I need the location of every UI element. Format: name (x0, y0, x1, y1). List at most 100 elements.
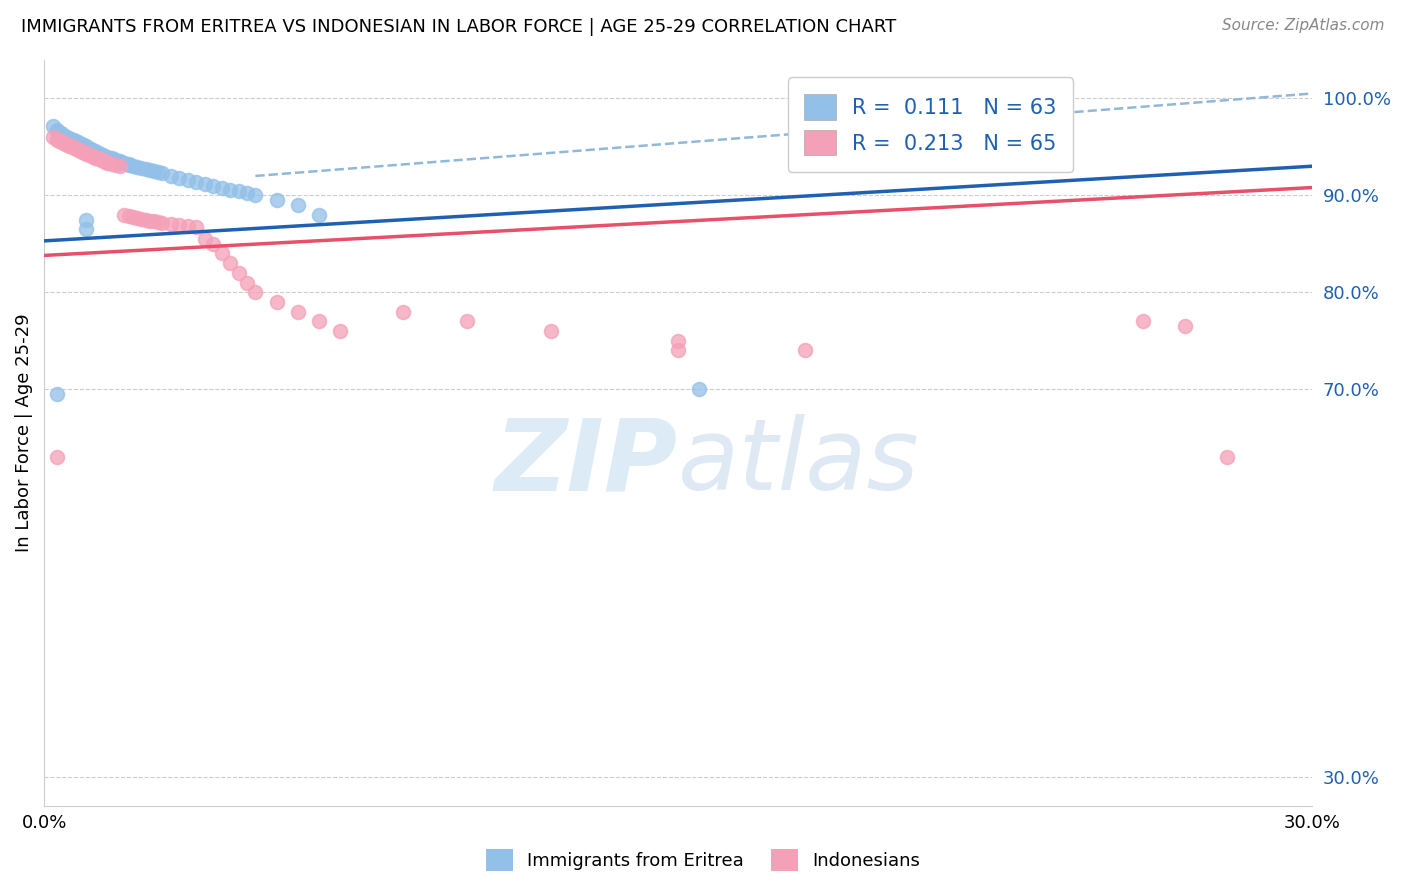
Point (62, 141, 84, 155)
Point (53, 136, 76, 150)
Point (108, 155, 131, 169)
Point (70, 144, 93, 158)
Point (125, 160, 148, 174)
Point (211, 180, 233, 194)
Legend: Immigrants from Eritrea, Indonesians: Immigrants from Eritrea, Indonesians (478, 842, 928, 879)
Point (70, 137, 93, 152)
Point (79, 142, 101, 156)
Point (194, 177, 217, 191)
Point (83, 145, 105, 159)
Point (148, 165, 170, 179)
Point (266, 295, 288, 310)
Point (688, 382, 710, 396)
Point (456, 314, 478, 328)
Point (287, 304, 309, 318)
Point (219, 182, 242, 196)
Point (96, 151, 118, 165)
Point (91, 148, 114, 162)
Point (75, 141, 97, 155)
Point (79, 148, 101, 162)
Y-axis label: In Labor Force | Age 25-29: In Labor Force | Age 25-29 (15, 313, 32, 552)
Point (236, 276, 259, 290)
Legend: R =  0.111   N = 63, R =  0.213   N = 65: R = 0.111 N = 63, R = 0.213 N = 65 (787, 78, 1073, 172)
Text: atlas: atlas (678, 414, 920, 511)
Point (66, 136, 89, 150)
Point (66, 143, 89, 157)
Point (49, 128, 72, 142)
Point (62, 133, 84, 147)
Point (186, 220, 208, 235)
Point (1132, 314, 1154, 328)
Point (45, 123, 67, 137)
Point (45, 132, 67, 146)
Point (53, 129, 76, 144)
Point (79, 147, 101, 161)
Point (53, 130, 76, 145)
Point (108, 154, 131, 169)
Point (117, 209, 139, 223)
Point (219, 256, 242, 270)
Point (87, 152, 110, 166)
Text: Source: ZipAtlas.com: Source: ZipAtlas.com (1222, 18, 1385, 33)
Point (49, 134, 72, 148)
Point (58, 131, 80, 145)
Point (53, 130, 76, 145)
Point (45, 133, 67, 147)
Point (112, 208, 135, 222)
Point (245, 285, 267, 300)
Point (211, 246, 233, 260)
Point (66, 142, 89, 156)
Point (96, 155, 118, 169)
Point (1174, 319, 1197, 334)
Point (58, 137, 80, 152)
Point (245, 188, 267, 202)
Point (131, 211, 153, 226)
Point (202, 178, 225, 193)
Point (62, 140, 84, 154)
Point (96, 149, 118, 163)
Point (169, 219, 191, 233)
Point (117, 157, 139, 171)
Point (666, 334, 689, 348)
Point (160, 218, 183, 232)
Point (131, 161, 153, 176)
Point (87, 146, 110, 161)
Point (75, 222, 97, 236)
Point (117, 158, 139, 172)
Point (45, 124, 67, 138)
Point (75, 145, 97, 160)
Point (49, 135, 72, 149)
Point (112, 156, 135, 170)
Point (70, 145, 93, 159)
Point (100, 152, 122, 166)
Point (75, 139, 97, 153)
Point (91, 154, 114, 169)
Point (66, 135, 89, 149)
Point (152, 166, 174, 180)
Point (41, 120, 63, 134)
Point (45, 387, 67, 401)
Point (143, 164, 166, 178)
Point (266, 193, 288, 207)
Point (177, 173, 200, 187)
Point (1216, 450, 1239, 464)
Point (160, 169, 183, 183)
Point (41, 130, 63, 145)
Point (62, 134, 84, 148)
Point (83, 149, 105, 163)
Point (49, 126, 72, 140)
Point (392, 304, 415, 318)
Point (143, 214, 166, 228)
Point (666, 343, 689, 358)
Point (135, 162, 157, 177)
Point (58, 132, 80, 146)
Point (308, 208, 330, 222)
Point (202, 236, 225, 251)
Point (121, 210, 143, 224)
Point (104, 153, 127, 168)
Point (135, 212, 157, 227)
Point (91, 147, 114, 161)
Point (87, 145, 110, 160)
Point (125, 211, 148, 225)
Point (75, 146, 97, 161)
